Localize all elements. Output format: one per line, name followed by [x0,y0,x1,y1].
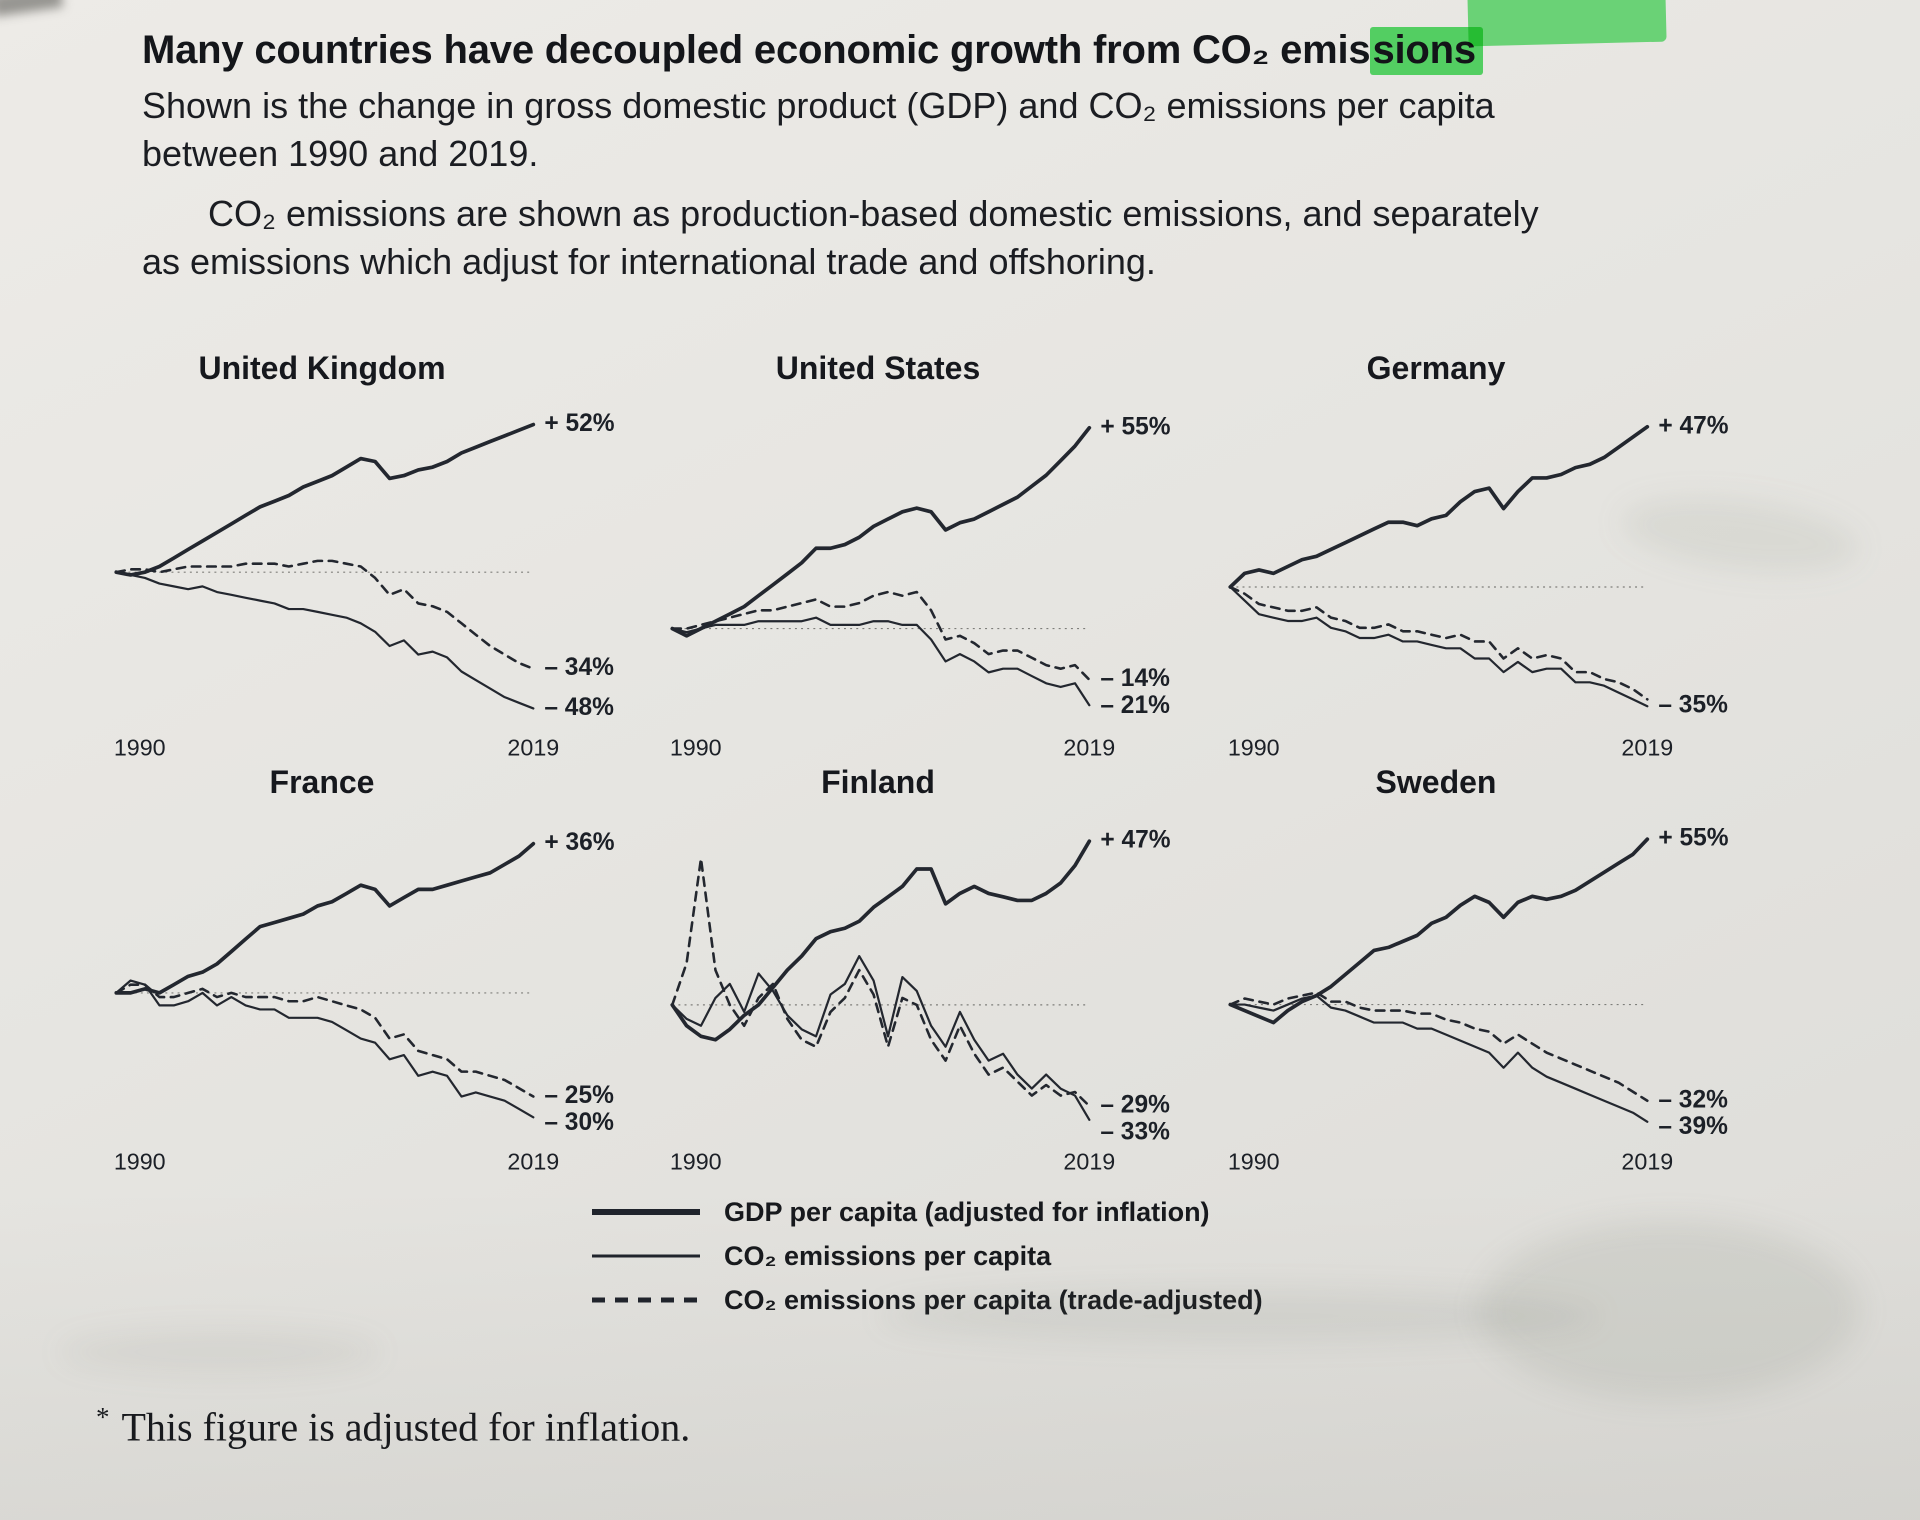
chart-title: France [269,764,375,800]
legend-thin-line-icon [592,1254,700,1258]
svg-text:– 14%: – 14% [1100,665,1170,692]
highlighter-mark-title: sions [1370,27,1483,75]
svg-text:+ 55%: + 55% [1100,413,1170,440]
chart-panel-united-states: United States + 55% – 14% – 21% 1990 2019 [660,350,1212,764]
figure-title-text: Many countries have decoupled economic g… [142,28,1371,72]
svg-text:+ 55%: + 55% [1658,825,1728,852]
svg-text:– 21%: – 21% [1100,692,1170,719]
legend-item-co2-trade-adjusted: CO₂ emissions per capita (trade-adjusted… [590,1278,1263,1322]
chart-panel-united-kingdom: United Kingdom + 52% – 34% – 48% 1990 2019 [104,350,656,764]
legend-label: GDP per capita (adjusted for inflation) [724,1196,1210,1227]
svg-text:2019: 2019 [507,734,559,760]
line-chart-sweden: + 55% – 32% – 39% 1990 2019 [1218,810,1770,1178]
bleed-through-smudge [1480,1220,1860,1400]
svg-text:– 33%: – 33% [1100,1118,1170,1145]
svg-text:2019: 2019 [507,1148,559,1174]
svg-text:– 32%: – 32% [1658,1086,1728,1113]
legend-item-gdp: GDP per capita (adjusted for inflation) [590,1190,1263,1234]
footnote-text: This figure is adjusted for inflation. [121,1404,691,1450]
svg-text:1990: 1990 [114,734,166,760]
figure-title: Many countries have decoupled economic g… [142,26,1602,75]
legend-label: CO₂ emissions per capita (trade-adjusted… [724,1284,1263,1315]
svg-text:+ 47%: + 47% [1658,412,1728,439]
footnote-marker: * [96,1402,110,1432]
svg-text:+ 36%: + 36% [544,829,614,856]
svg-text:– 39%: – 39% [1658,1113,1728,1140]
line-chart-united-states: + 55% – 14% – 21% 1990 2019 [660,396,1212,764]
figure-header: Many countries have decoupled economic g… [142,26,1602,286]
svg-text:– 29%: – 29% [1100,1091,1170,1118]
svg-text:1990: 1990 [670,1148,722,1174]
svg-text:– 35%: – 35% [1658,692,1728,719]
svg-text:1990: 1990 [670,734,722,760]
chart-legend: GDP per capita (adjusted for inflation) … [590,1190,1263,1322]
figure-subtitle: Shown is the change in gross domestic pr… [142,85,1495,174]
legend-label: CO₂ emissions per capita [724,1240,1052,1271]
svg-text:1990: 1990 [114,1148,166,1174]
legend-thick-line-icon [592,1209,700,1215]
svg-text:+ 52%: + 52% [544,410,614,437]
chart-title: Finland [821,764,935,800]
svg-text:– 48%: – 48% [544,694,614,721]
chart-panel-germany: Germany + 47% – 35% 1990 2019 [1218,350,1770,764]
svg-text:1990: 1990 [1228,734,1280,760]
chart-title: United Kingdom [198,350,446,386]
svg-text:– 30%: – 30% [544,1109,614,1136]
svg-text:2019: 2019 [1621,734,1673,760]
chart-panel-finland: Finland + 47% – 29% – 33% 1990 2019 [660,764,1212,1178]
chart-panel-france: France + 36% – 25% – 30% 1990 2019 [104,764,656,1178]
bleed-through-smudge [60,1330,380,1374]
line-chart-germany: + 47% – 35% 1990 2019 [1218,396,1770,764]
chart-title: United States [775,350,981,386]
figure-description: CO₂ emissions are shown as production-ba… [142,192,1539,282]
svg-text:2019: 2019 [1063,734,1115,760]
photo-corner-shadow [0,0,64,17]
chart-panel-sweden: Sweden + 55% – 32% – 39% 1990 2019 [1218,764,1770,1178]
svg-text:2019: 2019 [1621,1148,1673,1174]
svg-text:+ 47%: + 47% [1100,827,1170,854]
line-chart-finland: + 47% – 29% – 33% 1990 2019 [660,810,1212,1178]
svg-text:– 25%: – 25% [544,1082,614,1109]
line-chart-united-kingdom: + 52% – 34% – 48% 1990 2019 [104,396,656,764]
legend-dashed-line-icon [592,1297,700,1303]
legend-item-co2: CO₂ emissions per capita [590,1234,1263,1278]
svg-text:1990: 1990 [1228,1148,1280,1174]
chart-title: Germany [1366,350,1506,386]
footnote: * This figure is adjusted for inflation. [96,1402,690,1450]
line-chart-france: + 36% – 25% – 30% 1990 2019 [104,810,656,1178]
svg-text:2019: 2019 [1063,1148,1115,1174]
chart-title: Sweden [1375,764,1497,800]
svg-text:– 34%: – 34% [544,654,614,681]
